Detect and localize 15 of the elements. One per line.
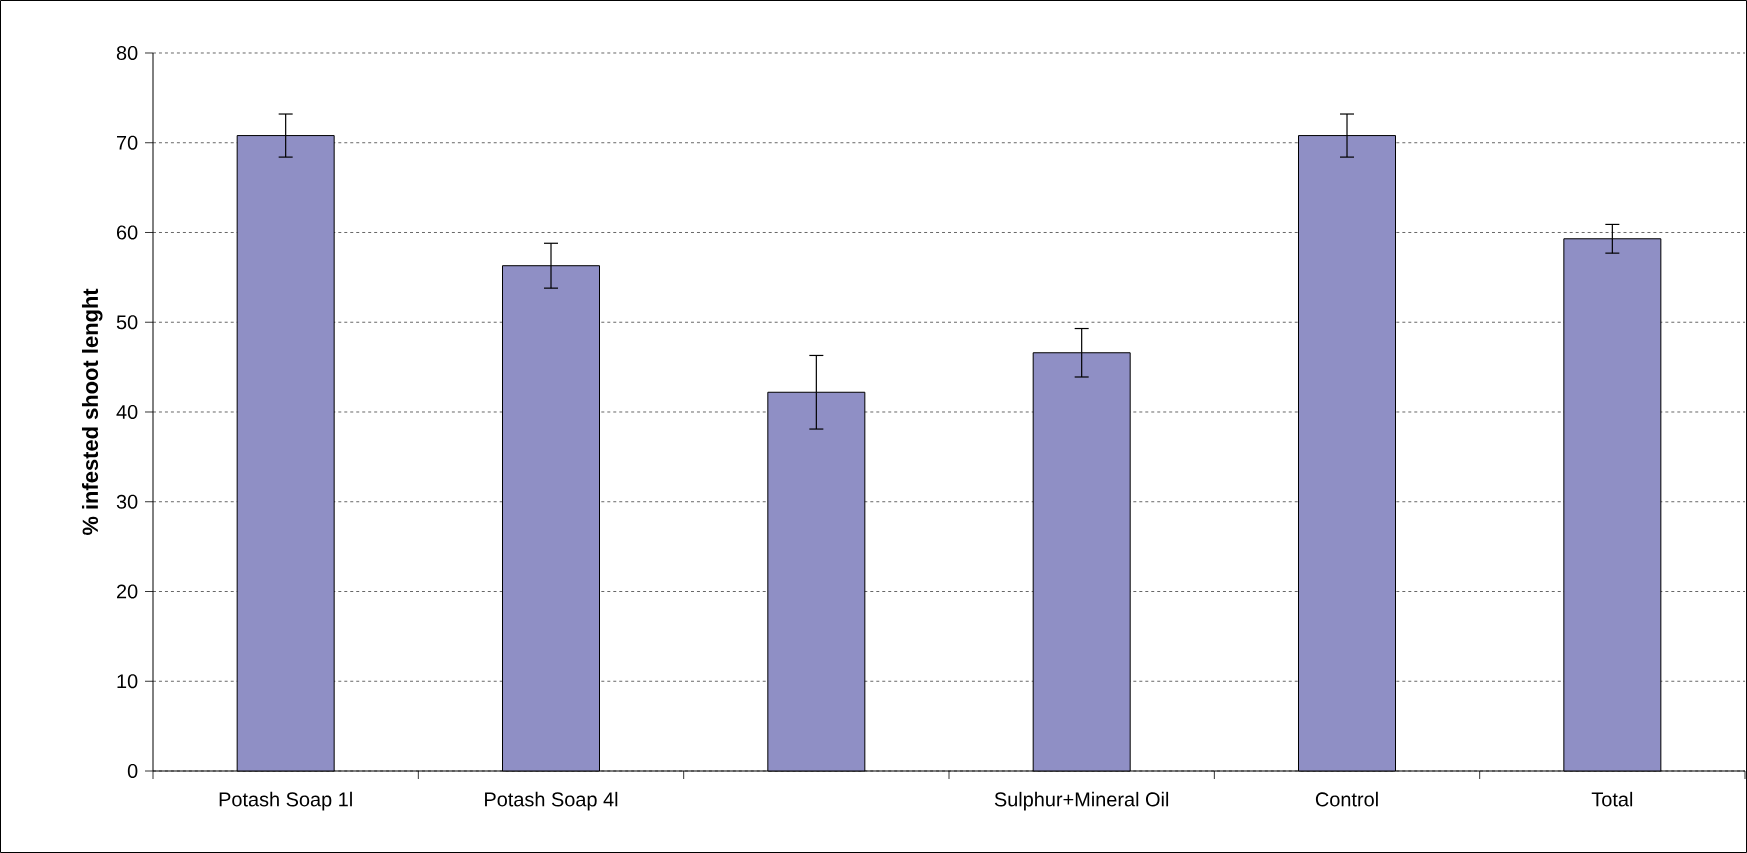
x-tick-label: Sulphur+Mineral Oil bbox=[994, 791, 1169, 811]
x-tick-label: Potash Soap 4l bbox=[485, 791, 618, 811]
x-tick-label: Total bbox=[1591, 791, 1633, 807]
y-tick-label: 70 bbox=[117, 135, 138, 150]
y-axis-title: % infested shoot lenght bbox=[81, 288, 103, 536]
y-tick-label: 30 bbox=[116, 494, 138, 509]
y-tick-label: 0 bbox=[127, 763, 138, 779]
x-tick-label: Potash Soap 1l bbox=[219, 791, 352, 811]
y-tick-label: 60 bbox=[117, 225, 138, 240]
y-tick-label: 80 bbox=[116, 45, 138, 61]
x-tick-label: Control bbox=[1315, 791, 1378, 807]
y-tick-label: 20 bbox=[117, 584, 138, 599]
y-tick-label: 40 bbox=[116, 404, 138, 420]
y-tick-label: 10 bbox=[117, 674, 138, 689]
y-tick-label: 50 bbox=[116, 315, 138, 330]
